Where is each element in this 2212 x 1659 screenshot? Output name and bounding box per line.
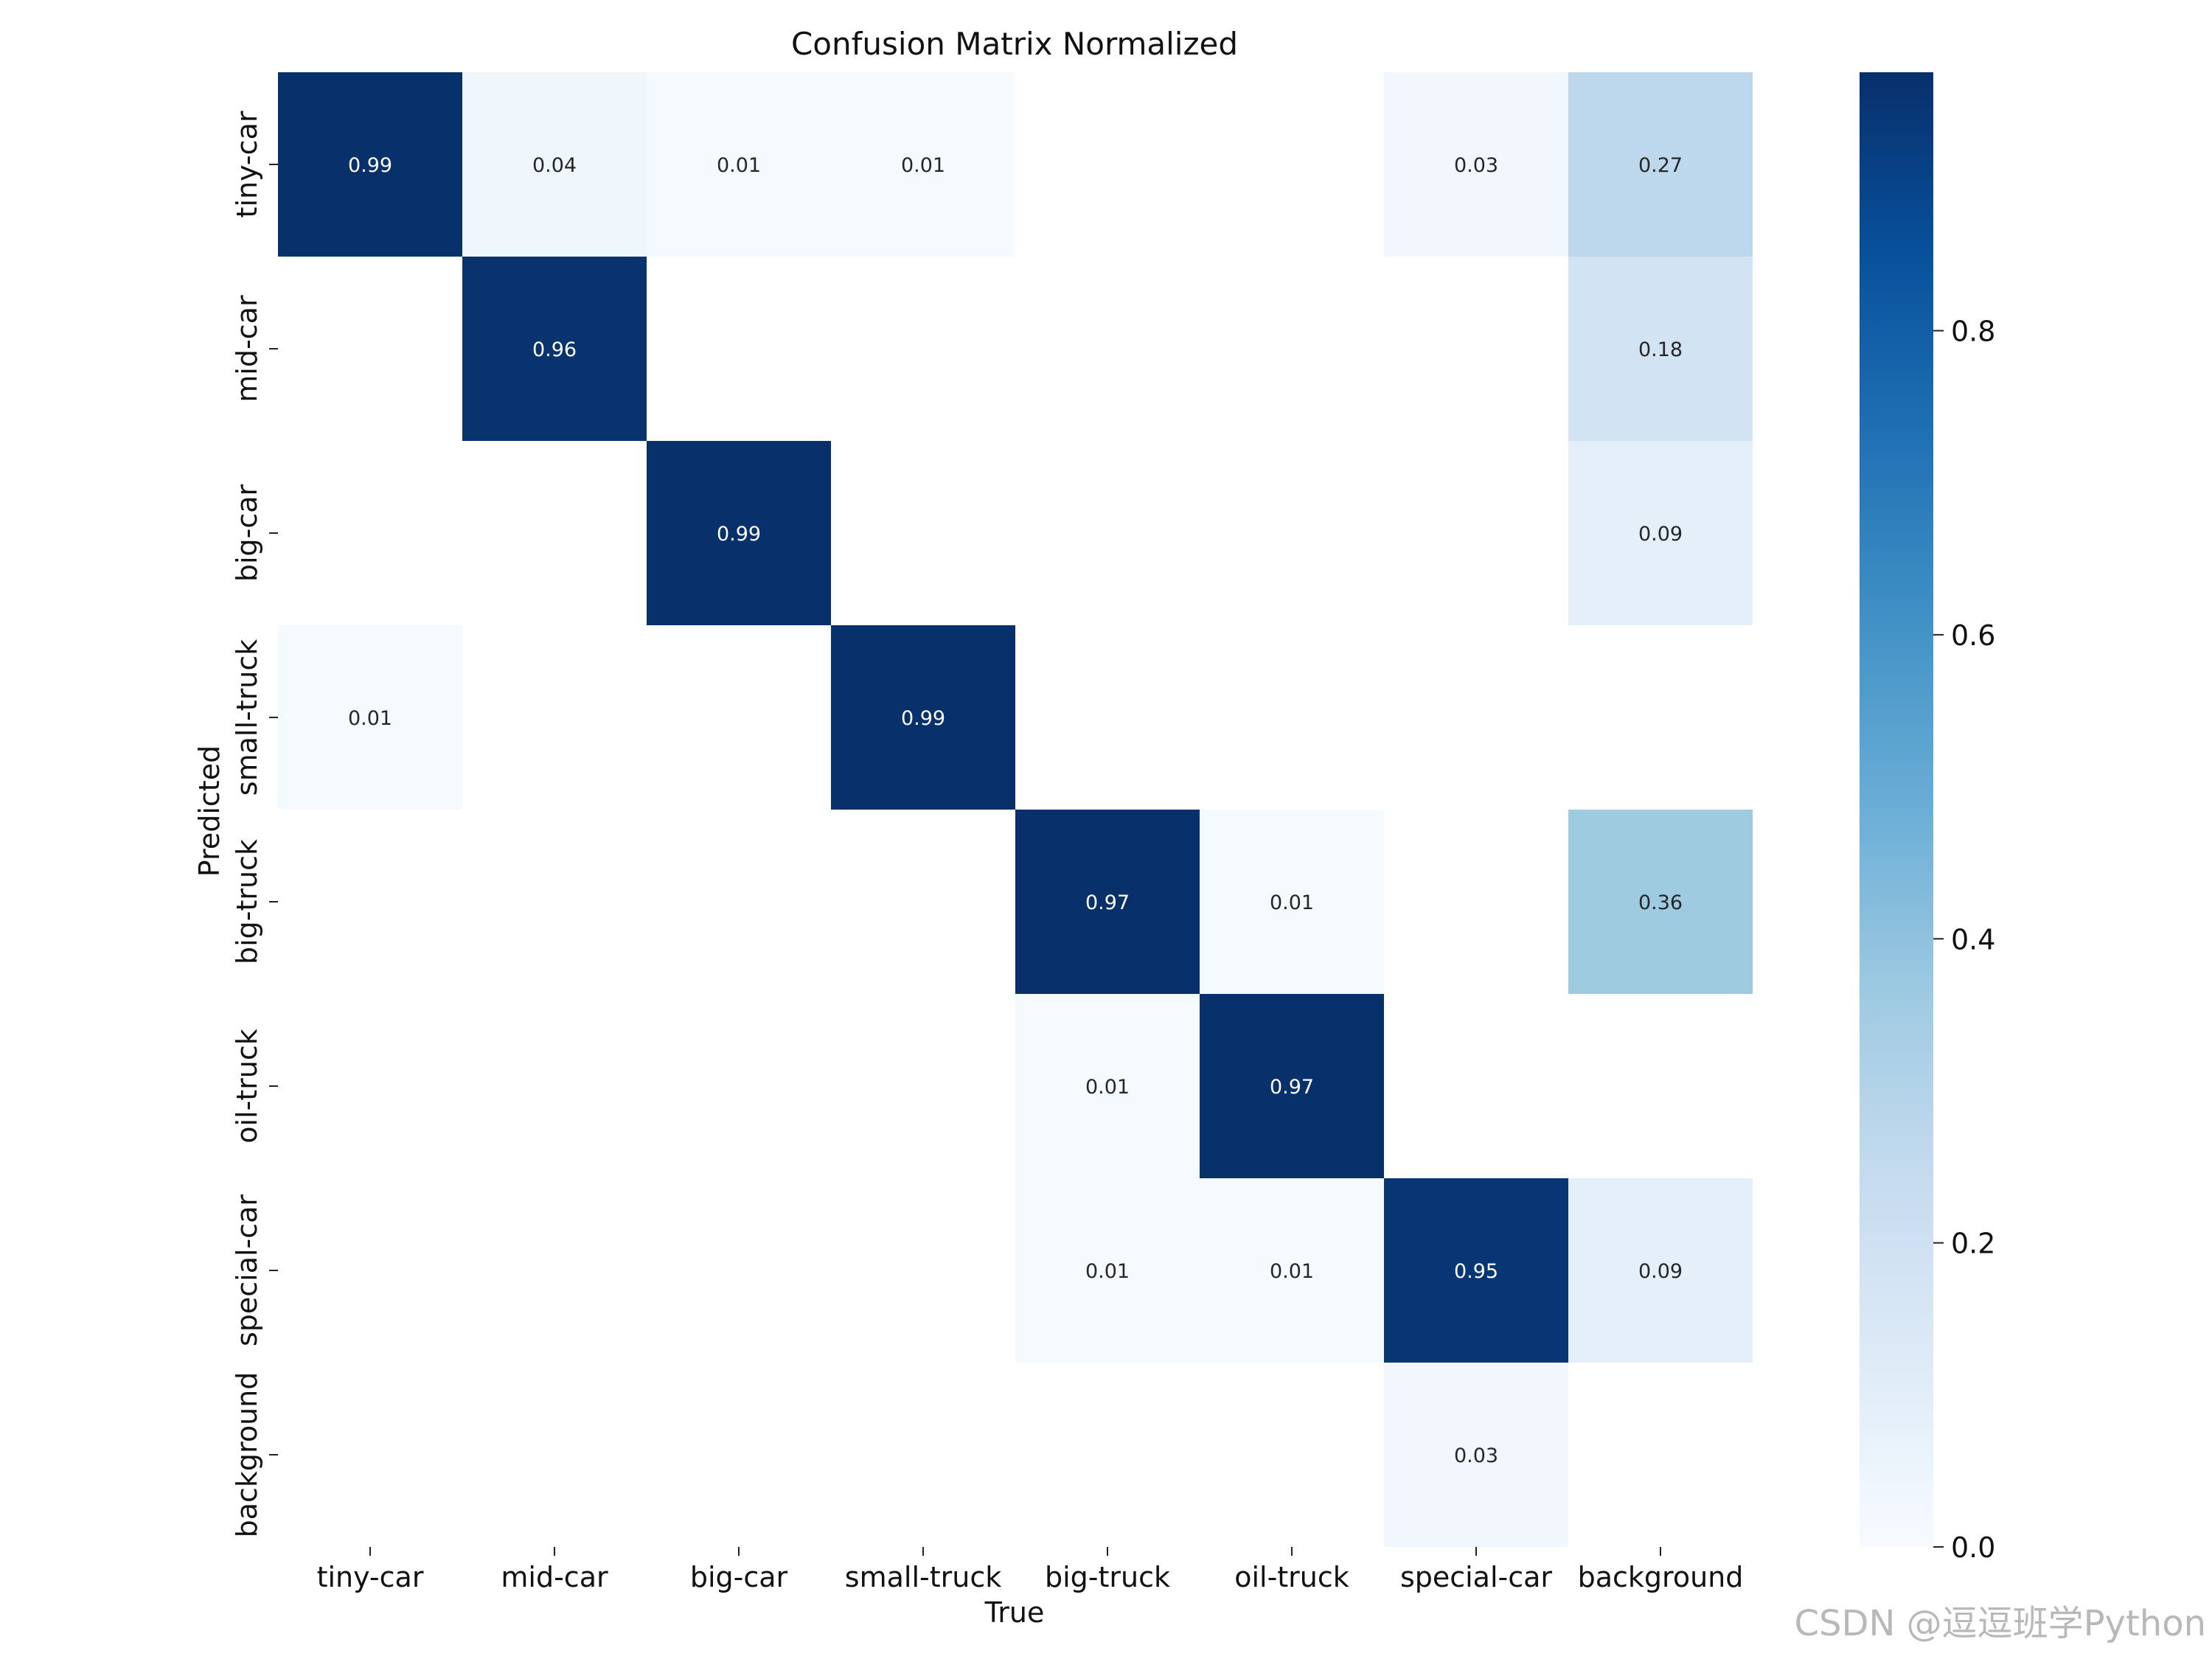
cell-value-label: 0.97 xyxy=(1270,1076,1314,1099)
chart-title: Confusion Matrix Normalized xyxy=(791,26,1238,62)
heatmap-cell xyxy=(462,257,647,441)
colorbar-tick-label: 0.6 xyxy=(1951,619,1995,652)
heatmap-cell xyxy=(1200,810,1384,994)
y-tick-label: tiny-car xyxy=(231,111,263,218)
y-axis: tiny-car mid-car big-car small-truck big-tru… xyxy=(231,111,278,1537)
heatmap-cell xyxy=(278,625,462,810)
heatmap-cell xyxy=(1568,810,1753,994)
heatmap-cell xyxy=(1200,994,1384,1178)
colorbar-tick-label: 0.2 xyxy=(1951,1228,1995,1260)
y-tick-label: small-truck xyxy=(231,639,263,796)
colorbar-tick-label: 0.4 xyxy=(1951,923,1995,956)
cell-value-label: 0.99 xyxy=(348,154,392,177)
heatmap-cell xyxy=(831,625,1015,810)
x-tick-label: big-car xyxy=(690,1561,788,1593)
heatmap-cell xyxy=(1568,1178,1753,1363)
watermark-text: CSDN @逗逗班学Python xyxy=(1795,1603,2207,1644)
cell-value-label: 0.36 xyxy=(1638,891,1683,914)
heatmap-cell xyxy=(1568,72,1753,257)
y-tick-label: mid-car xyxy=(231,295,263,403)
y-tick-label: background xyxy=(231,1372,263,1538)
cell-value-label: 0.01 xyxy=(901,154,945,177)
y-axis-label: Predicted xyxy=(193,745,226,877)
heatmap-cell xyxy=(1568,441,1753,625)
heatmap-cell xyxy=(647,72,831,257)
colorbar-ticks: 0.0 0.2 0.4 0.6 0.8 xyxy=(1933,316,1995,1564)
cell-value-label: 0.01 xyxy=(717,154,761,177)
cell-value-label: 0.09 xyxy=(1638,523,1683,546)
cell-value-label: 0.99 xyxy=(717,523,761,546)
heatmap-cell xyxy=(462,72,647,257)
cell-value-label: 0.03 xyxy=(1454,1444,1498,1467)
cell-value-label: 0.01 xyxy=(1270,1260,1314,1283)
colorbar-tick-label: 0.8 xyxy=(1951,316,1995,348)
cell-value-label: 0.27 xyxy=(1638,154,1683,177)
cell-value-label: 0.03 xyxy=(1454,154,1498,177)
heatmap-cell xyxy=(1384,1178,1568,1363)
heatmap-cell xyxy=(647,441,831,625)
x-tick-label: oil-truck xyxy=(1234,1561,1349,1593)
cell-value-label: 0.04 xyxy=(532,154,577,177)
heatmap-cell xyxy=(1015,810,1200,994)
cell-value-label: 0.95 xyxy=(1454,1260,1498,1283)
y-tick-label: big-truck xyxy=(231,839,263,964)
heatmap-cell xyxy=(278,72,462,257)
cell-value-label: 0.01 xyxy=(1270,891,1314,914)
x-tick-label: small-truck xyxy=(845,1561,1001,1593)
x-tick-label: big-truck xyxy=(1045,1561,1170,1593)
x-tick-label: background xyxy=(1578,1561,1744,1593)
colorbar xyxy=(1860,72,1933,1547)
heatmap-cell xyxy=(1568,257,1753,441)
y-tick-label: big-car xyxy=(231,484,263,582)
heatmap-cell xyxy=(1384,1363,1568,1547)
x-tick-label: special-car xyxy=(1400,1561,1552,1593)
heatmap-cells xyxy=(278,72,1753,1547)
y-tick-label: oil-truck xyxy=(231,1029,263,1144)
heatmap-cell xyxy=(1200,1178,1384,1363)
heatmap-cell xyxy=(1015,994,1200,1178)
x-axis-label: True xyxy=(984,1596,1045,1629)
cell-value-label: 0.01 xyxy=(348,707,392,730)
cell-value-label: 0.99 xyxy=(901,707,945,730)
cell-value-label: 0.01 xyxy=(1085,1260,1130,1283)
x-axis: tiny-car mid-car big-car small-truck big-tru… xyxy=(317,1547,1744,1593)
cell-value-label: 0.18 xyxy=(1638,338,1683,361)
cell-value-label: 0.96 xyxy=(532,338,577,361)
heatmap-cell xyxy=(1015,1178,1200,1363)
cell-value-label: 0.09 xyxy=(1638,1260,1683,1283)
cell-value-label: 0.97 xyxy=(1085,891,1130,914)
cell-value-label: 0.01 xyxy=(1085,1076,1130,1099)
y-tick-label: special-car xyxy=(231,1194,263,1346)
x-tick-label: mid-car xyxy=(501,1561,608,1593)
x-tick-label: tiny-car xyxy=(317,1561,424,1593)
heatmap-cell xyxy=(831,72,1015,257)
heatmap-cell xyxy=(1384,72,1568,257)
heatmap-cell-labels: 0.99 0.04 0.01 0.01 0.03 0.27 0.96 0.18 0.99 0.09… xyxy=(348,154,1683,1467)
colorbar-tick-label: 0.0 xyxy=(1951,1531,1995,1564)
